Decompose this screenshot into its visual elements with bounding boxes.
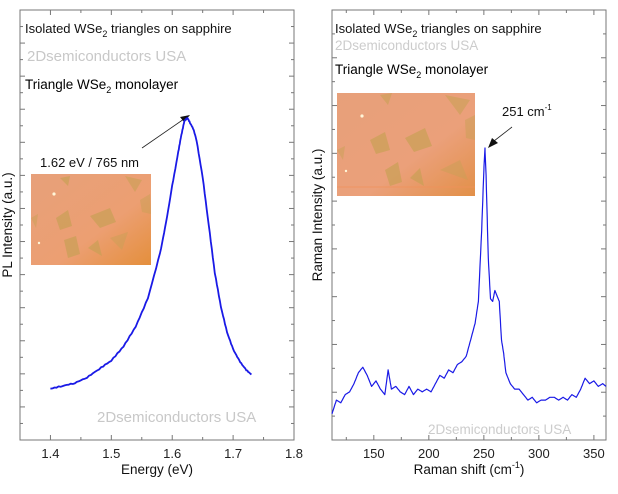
pl-x-tick-label: 1.5 [102,446,120,461]
raman-chart: 150 200 250 300 350 Raman shift (cm-1) Raman… [310,9,607,477]
pl-chart: 1.4 1.5 1.6 1.7 1.8 Energy (eV) PL Intensity… [0,9,303,477]
pl-peak-arrow-head [180,115,190,122]
raman-inset-micrograph [337,93,475,196]
pl-spectrum-line [50,117,253,390]
pl-x-tick-label: 1.8 [285,446,303,461]
raman-sample-title: Triangle WSe2 monolayer [335,62,489,80]
raman-series [331,147,607,414]
pl-x-tick-label: 1.6 [163,446,181,461]
pl-inset-micrograph [31,174,151,265]
raman-x-tick-label: 200 [418,446,440,461]
raman-y-axis-label: Raman Intensity (a.u.) [310,149,325,282]
raman-x-tick-label: 300 [528,446,550,461]
raman-watermark-bottom: 2Dsemiconductors USA [428,422,571,437]
raman-peak-arrow-head [488,138,498,148]
pl-axis-ticks [19,10,295,440]
raman-watermark-top: 2Dsemiconductors USA [335,38,478,53]
raman-x-tick-labels: 150 200 250 300 350 [363,446,605,461]
pl-x-tick-label: 1.4 [41,446,59,461]
pl-x-tick-label: 1.7 [224,446,242,461]
pl-peak-label: 1.62 eV / 765 nm [40,155,139,170]
raman-x-tick-label: 250 [473,446,495,461]
pl-series [50,117,253,390]
raman-peak-arrow-line [493,126,513,142]
raman-sample-caption: Isolated WSe2 triangles on sapphire [335,21,542,39]
raman-axis-ticks [332,10,606,440]
pl-peak-arrow-line [141,118,185,149]
raman-peak-label: 251 cm-1 [502,103,552,119]
raman-x-tick-label: 150 [363,446,385,461]
raman-x-axis-label: Raman shift (cm-1) [414,460,525,477]
pl-x-tick-labels: 1.4 1.5 1.6 1.7 1.8 [41,446,303,461]
pl-y-axis-label: PL Intensity (a.u.) [0,172,15,277]
pl-watermark-bottom: 2Dsemiconductors USA [97,409,256,426]
pl-sample-caption: Isolated WSe2 triangles on sapphire [25,21,232,39]
pl-watermark-top: 2Dsemiconductors USA [27,48,186,65]
raman-spectrum-line [331,147,607,414]
pl-x-axis-label: Energy (eV) [121,462,193,477]
raman-x-tick-label: 350 [583,446,605,461]
pl-sample-title: Triangle WSe2 monolayer [25,77,179,95]
